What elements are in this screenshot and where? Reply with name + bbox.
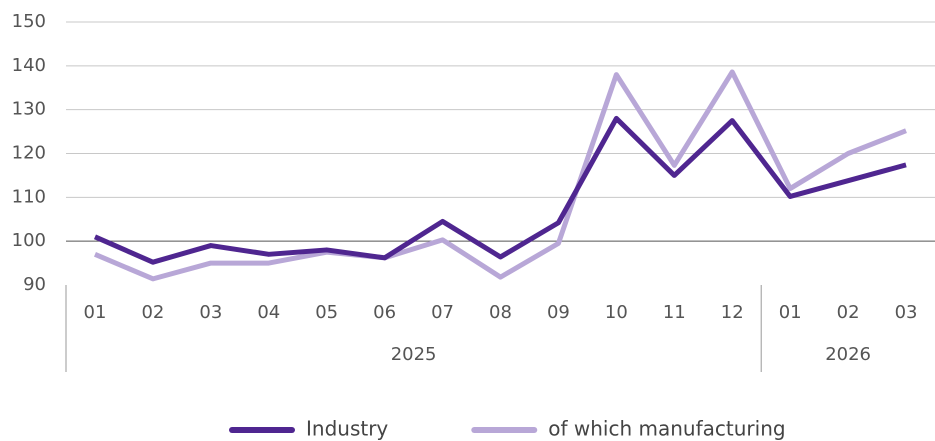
legend-label: of which manufacturing bbox=[548, 417, 785, 441]
y-tick-label: 130 bbox=[12, 99, 46, 120]
x-tick-label: 12 bbox=[721, 302, 744, 323]
y-tick-label: 140 bbox=[12, 55, 46, 76]
x-tick-label: 05 bbox=[315, 302, 338, 323]
x-tick-label: 02 bbox=[141, 302, 164, 323]
y-tick-label: 110 bbox=[12, 186, 46, 207]
x-tick-label: 03 bbox=[199, 302, 222, 323]
y-tick-label: 100 bbox=[12, 230, 46, 251]
x-tick-label: 09 bbox=[547, 302, 570, 323]
x-tick-label: 01 bbox=[84, 302, 107, 323]
x-tick-label: 06 bbox=[373, 302, 396, 323]
legend-label: Industry bbox=[306, 417, 388, 441]
x-tick-label: 11 bbox=[663, 302, 686, 323]
series-line bbox=[93, 115, 907, 265]
x-group-label: 2026 bbox=[825, 344, 871, 365]
y-tick-label: 120 bbox=[12, 143, 46, 164]
x-tick-label: 07 bbox=[431, 302, 454, 323]
x-tick-label: 08 bbox=[489, 302, 512, 323]
y-tick-label: 150 bbox=[12, 11, 46, 32]
x-tick-label: 02 bbox=[837, 302, 860, 323]
x-group-label: 2025 bbox=[391, 344, 437, 365]
x-tick-label: 10 bbox=[605, 302, 628, 323]
series-line bbox=[93, 69, 907, 282]
x-tick-label: 03 bbox=[895, 302, 918, 323]
y-tick-label: 90 bbox=[23, 274, 46, 295]
x-tick-label: 04 bbox=[257, 302, 280, 323]
x-tick-label: 01 bbox=[779, 302, 802, 323]
